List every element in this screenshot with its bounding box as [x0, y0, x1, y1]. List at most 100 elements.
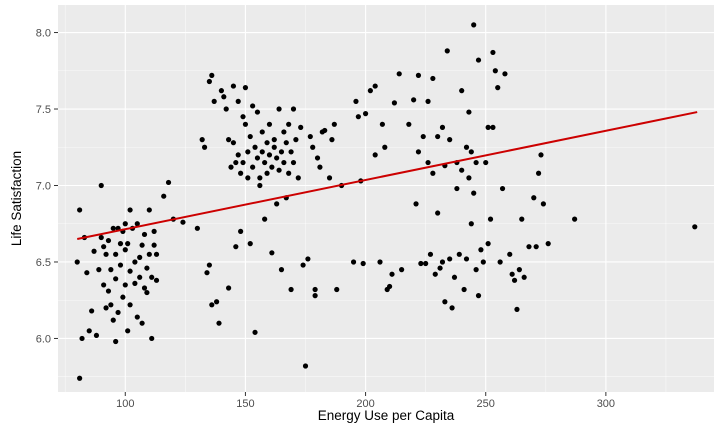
x-tick-label: 150 — [236, 398, 254, 410]
data-point — [211, 98, 217, 104]
data-point — [139, 242, 145, 248]
data-point — [153, 277, 160, 283]
data-point — [117, 241, 124, 247]
data-point — [132, 280, 138, 286]
data-point — [132, 259, 138, 265]
data-point — [91, 248, 97, 254]
data-point — [692, 224, 698, 230]
data-point — [153, 251, 160, 257]
data-point — [475, 293, 482, 299]
data-point — [230, 83, 237, 89]
data-point — [459, 88, 465, 94]
data-point — [271, 144, 277, 150]
data-point — [139, 320, 145, 326]
data-point — [242, 121, 249, 127]
data-point — [396, 71, 402, 77]
data-point — [125, 241, 131, 247]
data-point — [444, 48, 450, 54]
data-point — [459, 167, 465, 173]
data-point — [379, 121, 385, 127]
data-point — [418, 260, 424, 267]
data-point — [463, 256, 470, 262]
data-point — [468, 221, 474, 227]
data-point — [276, 106, 282, 112]
x-tick-label: 100 — [116, 398, 134, 410]
data-point — [113, 338, 119, 345]
data-point — [310, 144, 316, 150]
data-point — [456, 251, 462, 257]
data-point — [213, 299, 220, 305]
data-point — [290, 106, 297, 112]
data-point — [271, 137, 277, 143]
data-point — [122, 282, 128, 288]
data-point — [468, 149, 474, 155]
data-point — [113, 276, 119, 282]
data-point — [411, 97, 417, 103]
data-point — [442, 299, 448, 305]
data-point — [226, 137, 232, 143]
data-point — [521, 274, 527, 280]
data-point — [511, 277, 518, 283]
data-point — [194, 225, 200, 231]
y-tick-label: 8.0 — [36, 28, 51, 40]
data-point — [93, 332, 100, 339]
data-point — [485, 241, 491, 247]
data-point — [305, 256, 311, 262]
data-point — [387, 283, 393, 290]
data-point — [360, 260, 366, 267]
data-point — [499, 185, 506, 192]
data-point — [286, 121, 292, 127]
data-point — [110, 317, 116, 323]
data-point — [391, 100, 398, 106]
data-point — [235, 98, 241, 104]
data-point — [206, 262, 212, 268]
data-point — [115, 309, 121, 316]
data-point — [149, 274, 155, 280]
data-point — [413, 201, 419, 207]
data-point — [312, 293, 318, 299]
data-point — [432, 271, 438, 277]
major-gridlines — [58, 5, 714, 392]
data-point — [425, 98, 431, 104]
data-point — [531, 195, 537, 201]
data-point — [240, 114, 246, 120]
data-point — [382, 144, 388, 150]
data-point — [137, 254, 143, 260]
data-point — [151, 242, 157, 248]
data-point — [204, 270, 210, 276]
data-point — [283, 140, 289, 146]
data-point — [110, 225, 116, 231]
data-point — [447, 256, 453, 262]
data-point — [492, 68, 498, 74]
data-point — [101, 282, 107, 288]
data-point — [485, 124, 491, 130]
data-point — [435, 133, 441, 140]
data-point — [199, 137, 205, 143]
y-tick-label: 7.5 — [36, 104, 51, 116]
data-point — [314, 155, 321, 161]
data-point — [535, 170, 542, 176]
data-point — [307, 133, 313, 140]
data-point — [286, 170, 292, 176]
data-point — [427, 251, 434, 257]
data-point — [461, 286, 467, 293]
data-point — [262, 159, 268, 166]
data-point — [216, 320, 222, 326]
data-point — [290, 159, 297, 166]
data-point — [298, 124, 304, 130]
data-point — [372, 152, 378, 158]
y-axis-ticks: 6.0 6.5 7.0 7.5 8.0 — [36, 28, 58, 345]
data-point — [274, 201, 280, 207]
data-point — [322, 127, 328, 134]
data-point — [233, 159, 239, 166]
data-point — [233, 244, 239, 250]
data-point — [108, 267, 114, 273]
data-point — [151, 228, 157, 234]
data-point — [149, 335, 155, 342]
data-point — [259, 149, 265, 155]
data-point — [399, 267, 405, 273]
data-point — [238, 228, 244, 234]
data-point — [245, 175, 251, 181]
data-point — [471, 190, 477, 196]
